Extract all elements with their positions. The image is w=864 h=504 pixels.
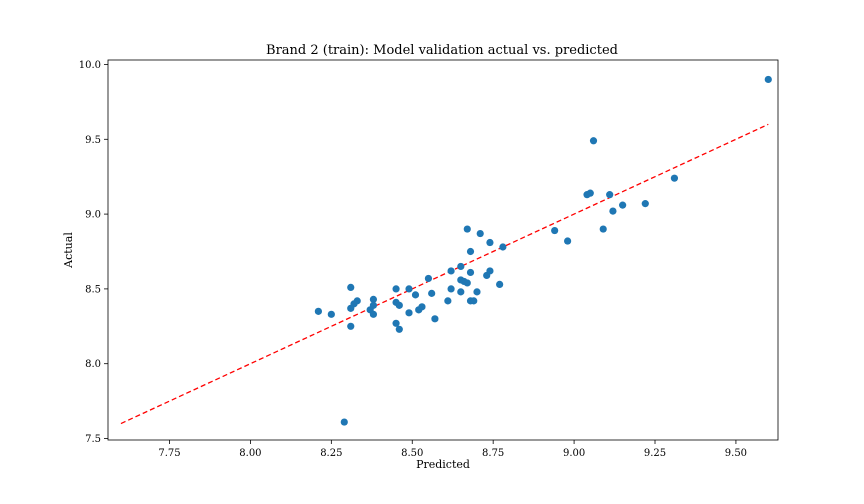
x-tick-label: 9.25 (644, 448, 666, 459)
scatter-point (606, 191, 614, 199)
scatter-point (589, 137, 598, 145)
scatter-point (447, 267, 455, 275)
reference-line (120, 123, 769, 425)
scatter-point (466, 268, 475, 277)
x-tick-label: 9.50 (725, 448, 747, 459)
x-tick-label: 8.25 (320, 448, 342, 459)
chart-title: Brand 2 (train): Model validation actual… (266, 43, 618, 58)
scatter-point (670, 174, 679, 182)
scatter-point (431, 315, 439, 323)
x-axis: 7.75 8.00 8.25 8.50 8.75 9.00 9.25 9.50 (158, 440, 747, 459)
x-tick-label: 7.75 (158, 448, 180, 459)
scatter-point (466, 247, 475, 256)
scatter-point (764, 75, 772, 84)
x-tick-label: 8.75 (482, 448, 504, 459)
scatter-point (428, 289, 436, 297)
y-tick-label: 8.0 (85, 359, 101, 370)
scatter-point (609, 207, 617, 215)
scatter-point (486, 267, 494, 275)
scatter-point (564, 237, 572, 245)
x-tick-label: 9.00 (563, 448, 585, 459)
scatter-point (327, 310, 335, 318)
scatter-point (392, 319, 400, 327)
scatter-point (447, 285, 455, 293)
x-tick-label: 8.50 (401, 448, 423, 459)
y-tick-label: 9.5 (85, 135, 101, 146)
scatter-point (551, 226, 559, 235)
y-tick-label: 10.0 (79, 60, 101, 71)
scatter-point (395, 325, 403, 333)
y-tick-label: 8.5 (85, 284, 101, 295)
scatter-point (476, 229, 484, 238)
scatter-point (457, 262, 465, 271)
scatter-point (369, 310, 378, 318)
scatter-point (424, 274, 433, 283)
scatter-point (392, 285, 400, 293)
x-tick-label: 8.00 (239, 448, 261, 459)
y-tick-label: 9.0 (85, 210, 101, 221)
scatter-point (470, 297, 478, 305)
plot-area-frame (107, 59, 779, 441)
y-axis-label: Actual (62, 232, 75, 269)
scatter-point (460, 277, 468, 286)
scatter-point (411, 291, 420, 299)
scatter-point (369, 295, 378, 303)
scatter-point (499, 243, 507, 251)
scatter-point (340, 418, 348, 426)
scatter-point (457, 288, 465, 296)
scatter-point (347, 322, 355, 330)
scatter-point (641, 200, 649, 208)
scatter-point (496, 280, 504, 289)
scatter-point (583, 191, 591, 199)
y-tick-label: 7.5 (85, 434, 101, 445)
scatter-point (473, 288, 481, 296)
scatter-point (347, 304, 355, 312)
scatter-point (405, 309, 413, 317)
scatter-point (599, 225, 607, 233)
y-axis: 7.5 8.0 8.5 9.0 9.5 10.0 (79, 60, 108, 445)
scatter-point (314, 307, 322, 315)
scatter-point (463, 225, 471, 233)
scatter-point (347, 283, 355, 292)
scatter-point (619, 201, 627, 209)
scatter-point (415, 306, 423, 314)
scatter-point (444, 297, 452, 305)
scatter-point (405, 285, 413, 293)
scatter-point (395, 301, 403, 309)
scatter-point (486, 238, 494, 247)
x-axis-label: Predicted (416, 458, 470, 471)
